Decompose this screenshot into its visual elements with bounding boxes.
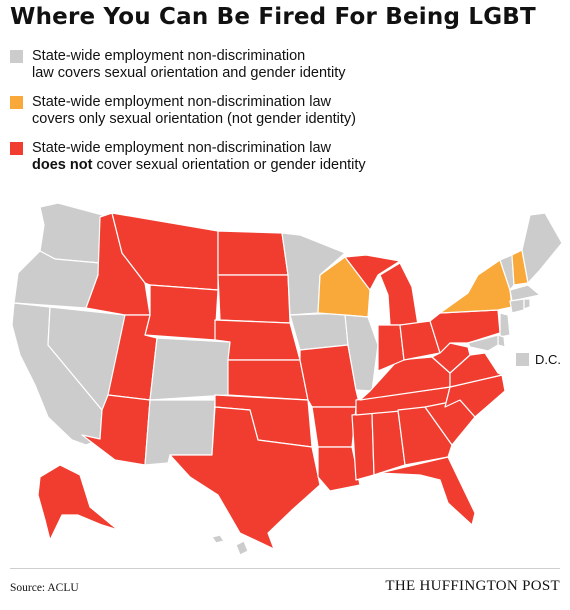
state-hawaii-big-island <box>235 540 249 556</box>
state-mississippi <box>351 412 375 481</box>
legend-none-emphasis: does not <box>32 157 93 173</box>
legend-none-line-1: State-wide employment non-discrimination… <box>32 140 331 156</box>
state-colorado <box>149 337 231 401</box>
state-massachusetts <box>509 284 541 302</box>
state-new-jersey <box>499 312 511 338</box>
state-maine <box>521 212 563 284</box>
brand-logo: THE HUFFINGTON POST <box>385 578 560 594</box>
dc-legend: D.C. <box>516 352 561 367</box>
state-iowa <box>289 312 349 351</box>
state-florida <box>379 456 476 526</box>
dc-swatch <box>516 353 529 366</box>
state-south-dakota <box>217 274 291 324</box>
state-delaware <box>497 334 506 348</box>
legend-swatch-full <box>10 50 23 63</box>
state-hawaii <box>211 534 225 544</box>
map-title: Where You Can Be Fired For Being LGBT <box>10 4 536 30</box>
legend-swatch-none <box>10 142 23 155</box>
legend-none-line-2: cover sexual orientation or gender ident… <box>92 157 366 173</box>
state-louisiana <box>317 446 361 492</box>
state-alaska <box>37 464 119 541</box>
state-georgia <box>397 406 453 466</box>
legend-full-line-2: law covers sexual orientation and gender… <box>32 65 346 81</box>
state-maryland <box>467 334 499 352</box>
map-legend: State-wide employment non-discrimination… <box>10 48 530 186</box>
legend-partial-line-1: State-wide employment non-discrimination… <box>32 94 331 110</box>
legend-item-partial: State-wide employment non-discrimination… <box>10 94 530 128</box>
state-texas <box>169 406 321 550</box>
state-new-york <box>439 259 513 314</box>
state-kansas <box>227 359 309 401</box>
source-credit: Source: ACLU <box>10 582 79 594</box>
state-north-dakota <box>217 230 289 276</box>
state-connecticut <box>509 298 525 314</box>
state-michigan <box>379 262 419 326</box>
dc-label: D.C. <box>535 352 561 367</box>
legend-swatch-partial <box>10 96 23 109</box>
state-wyoming <box>144 284 219 341</box>
legend-item-none: State-wide employment non-discrimination… <box>10 140 530 174</box>
legend-full-line-1: State-wide employment non-discrimination <box>32 48 306 64</box>
state-michigan-upper <box>344 254 401 291</box>
legend-partial-line-2: covers only sexual orientation (not gend… <box>32 111 357 127</box>
state-arkansas <box>311 406 357 448</box>
legend-item-full: State-wide employment non-discrimination… <box>10 48 530 82</box>
us-map <box>11 202 563 556</box>
footer-divider <box>10 568 560 569</box>
state-rhode-island <box>523 298 531 310</box>
